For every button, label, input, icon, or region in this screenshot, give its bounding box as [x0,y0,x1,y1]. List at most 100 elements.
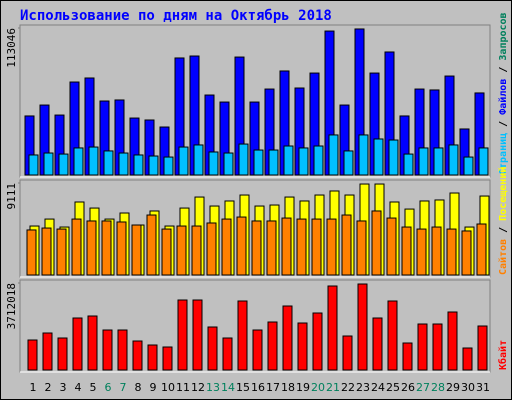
bar [208,151,219,176]
bar [116,221,127,276]
bar [446,228,457,276]
bar [221,218,232,276]
bar [28,154,39,176]
x-tick-label: 9 [150,381,157,394]
bar [447,311,458,371]
x-tick-label: 18 [281,381,295,394]
x-tick-label: 29 [446,381,460,394]
legend-separator: / [498,61,509,79]
bar [283,145,294,176]
bar [477,325,488,371]
x-tick-label: 31 [476,381,490,394]
legend-entry: Посещений [497,167,509,221]
bar [146,214,157,276]
bar [163,156,174,176]
bar [416,228,427,276]
bar [388,139,399,176]
bar [342,335,353,371]
bar [133,154,144,176]
bar [103,150,114,176]
bar [373,138,384,176]
bar [223,152,234,176]
bar [402,342,413,371]
bar [26,229,37,276]
bar [222,337,233,371]
x-tick-label: 17 [266,381,280,394]
bar [297,322,308,371]
bar [42,332,53,371]
x-tick-label: 14 [221,381,235,394]
bar [132,340,143,371]
bar [312,312,323,371]
x-tick-label: 22 [341,381,355,394]
bar [386,217,397,276]
bar [268,149,279,176]
bar [206,222,217,276]
bar [87,315,98,371]
bar [177,299,188,371]
bar [296,218,307,276]
bar [403,153,414,176]
bar [267,321,278,371]
bar [86,220,97,276]
bar [57,337,68,371]
y-tick-label: 113046 [5,28,18,68]
chart-title: Использование по дням на Октябрь 2018 [20,8,332,24]
bar [101,220,112,276]
bar [417,323,428,371]
bar [237,300,248,371]
legend-entry: Сайтов [497,239,509,275]
x-tick-label: 7 [120,381,127,394]
bar [161,228,172,276]
bar [193,144,204,176]
bar [192,299,203,371]
bar [343,150,354,176]
bar [357,283,368,371]
bar [433,147,444,176]
bar [71,218,82,276]
bar [56,228,67,276]
x-tick-label: 15 [236,381,250,394]
bar [372,317,383,371]
bar [463,156,474,176]
bar [266,220,277,276]
bar [73,147,84,176]
bar [358,134,369,176]
bar [27,339,38,371]
bar [176,225,187,276]
bar [41,227,52,276]
x-tick-label: 24 [371,381,385,394]
x-tick-label: 19 [296,381,310,394]
bar [431,226,442,276]
legend: Страниц / Файлов / Запросов [497,12,509,175]
bar [148,155,159,176]
bar [162,346,173,371]
bar [282,305,293,371]
bar [326,218,337,276]
bar [313,145,324,176]
bar [387,300,398,371]
bar [462,347,473,371]
x-tick-label: 6 [105,381,112,394]
x-tick-label: 27 [416,381,430,394]
x-tick-label: 16 [251,381,265,394]
x-tick-label: 1 [30,381,37,394]
bar [58,153,69,176]
x-tick-label: 21 [326,381,340,394]
legend-entry: Запросов [498,12,509,60]
bar [131,224,142,276]
bar [432,323,443,371]
bar [118,152,129,176]
x-tick-label: 2 [45,381,52,394]
x-tick-label: 5 [90,381,97,394]
legend-entry: Файлов [497,79,509,115]
x-tick-label: 12 [191,381,205,394]
x-tick-label: 28 [431,381,445,394]
x-tick-label: 20 [311,381,325,394]
bar [281,217,292,276]
bar [341,214,352,276]
bar [461,230,472,276]
x-tick-label: 8 [135,381,142,394]
x-tick-label: 26 [401,381,415,394]
